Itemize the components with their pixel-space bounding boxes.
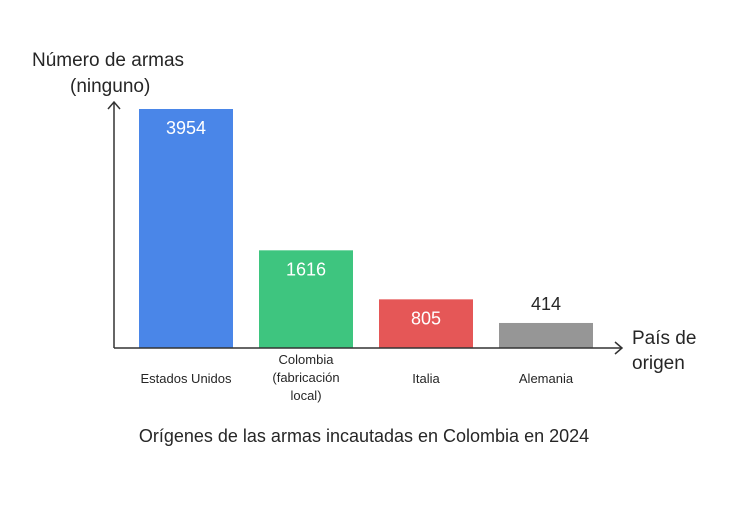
value-label-1: 1616	[286, 259, 326, 279]
category-label-3-line-0: Alemania	[519, 371, 574, 386]
value-label-2: 805	[411, 308, 441, 328]
value-label-0: 3954	[166, 118, 206, 138]
x-axis-arrow	[614, 341, 624, 355]
y-axis-title-line2: (ninguno)	[70, 76, 151, 97]
category-label-2-line-0: Italia	[412, 371, 440, 386]
x-axis-title-line2: origen	[632, 353, 685, 374]
value-labels-group: 3954 1616 805 414	[166, 118, 561, 328]
category-label-0-line-0: Estados Unidos	[140, 371, 232, 386]
category-labels-group: Estados Unidos Colombia (fabricación local)…	[140, 352, 573, 403]
chart-title: Orígenes de las armas incautadas en Colo…	[138, 426, 590, 446]
y-axis-title-line1: Número de armas	[32, 50, 185, 71]
bar-2	[379, 299, 473, 348]
y-axis-arrow	[107, 100, 121, 110]
category-label-1-line-0: Colombia	[279, 352, 335, 367]
value-label-3: 414	[531, 294, 561, 314]
category-label-1-line-2: local)	[290, 388, 321, 403]
x-axis-title-line1: País de	[632, 328, 697, 349]
bar-0	[139, 109, 233, 348]
axes-group	[107, 100, 624, 355]
y-axis-title: Número de armas (ninguno)	[32, 48, 184, 100]
bar-1	[259, 250, 353, 348]
category-label-1-line-1: (fabricación	[272, 370, 339, 385]
bar-3	[499, 322, 593, 348]
bars-group	[139, 109, 593, 348]
x-axis-title: País de origen	[632, 326, 696, 376]
